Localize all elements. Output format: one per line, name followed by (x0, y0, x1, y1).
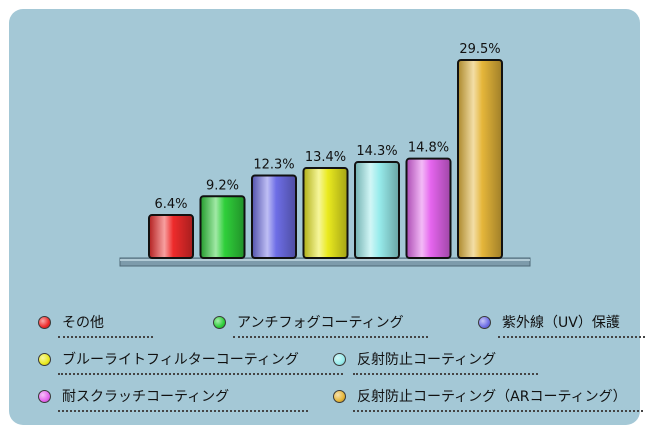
legend-item-scratch-resistant: 耐スクラッチコーティング (38, 386, 308, 412)
legend-dotted-rule (58, 336, 153, 338)
legend-label-anti-fog: アンチフォグコーティング (237, 315, 404, 331)
legend-dot-anti-fog (213, 316, 226, 329)
legend-item-ar-coating: 反射防止コーティング（ARコーティング） (333, 386, 643, 412)
bar-0 (148, 214, 194, 259)
bar-6 (457, 59, 503, 259)
data-label-0: 6.4% (154, 197, 187, 212)
legend-item-blue-light: ブルーライトフィルターコーティング (38, 349, 343, 375)
data-label-3: 13.4% (305, 150, 346, 165)
legend-dot-blue-light (38, 353, 51, 366)
legend-dot-scratch-resistant (38, 390, 51, 403)
legend-label-anti-reflective: 反射防止コーティング (357, 352, 497, 368)
legend-dot-other (38, 316, 51, 329)
bar-4 (354, 161, 400, 259)
legend-label-other: その他 (62, 315, 104, 331)
legend-label-blue-light: ブルーライトフィルターコーティング (62, 352, 299, 368)
legend-label-scratch-resistant: 耐スクラッチコーティング (62, 389, 230, 405)
legend-dotted-rule (353, 373, 538, 375)
legend-dot-ar-coating (333, 390, 346, 403)
data-label-6: 29.5% (459, 42, 500, 57)
data-label-2: 12.3% (253, 157, 294, 172)
bar-3 (302, 167, 349, 259)
legend-dotted-rule (498, 336, 645, 338)
data-label-4: 14.3% (356, 144, 397, 159)
legend-item-anti-reflective: 反射防止コーティング (333, 349, 538, 375)
legend-item-anti-fog: アンチフォグコーティング (213, 312, 428, 338)
legend-dot-anti-reflective (333, 353, 346, 366)
bar-2 (251, 174, 297, 259)
legend-dotted-rule (353, 410, 643, 412)
legend-item-uv-protection: 紫外線（UV）保護 (478, 312, 645, 338)
legend-label-uv-protection: 紫外線（UV）保護 (502, 315, 620, 331)
legend-dotted-rule (233, 336, 428, 338)
legend-item-other: その他 (38, 312, 153, 338)
bar-5 (405, 157, 452, 260)
legend-dot-uv-protection (478, 316, 491, 329)
chart-baseline (119, 257, 531, 267)
bar-1 (199, 195, 246, 260)
data-label-1: 9.2% (206, 178, 239, 193)
legend-dotted-rule (58, 373, 343, 375)
data-label-5: 14.8% (408, 141, 449, 156)
legend-label-ar-coating: 反射防止コーティング（ARコーティング） (357, 389, 627, 405)
legend-dotted-rule (58, 410, 308, 412)
